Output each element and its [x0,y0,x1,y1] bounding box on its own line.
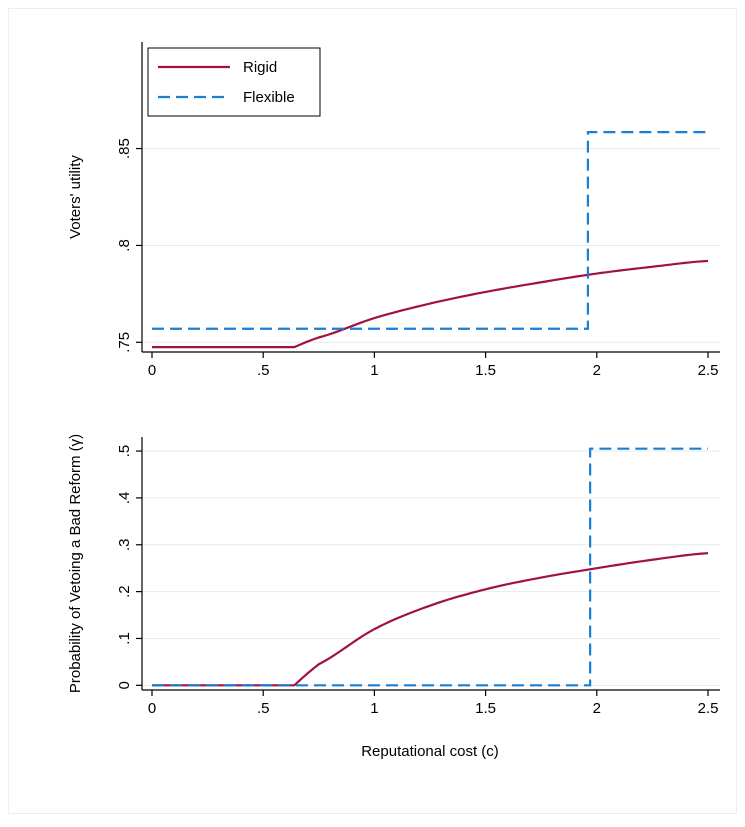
x-tick-label: 2.5 [698,362,719,379]
x-tick-label: .5 [257,700,270,717]
x-tick-label: 2.5 [698,700,719,717]
x-tick-label: .5 [257,362,270,379]
series-line-rigid [152,259,709,349]
y-tick-label: .3 [116,539,133,552]
series-line-rigid [152,552,709,687]
series-line-flexible [152,447,708,687]
chart-panel-1: .75 .8 .85 0 .5 1 1.5 2 2.5 Voters' utility Rigid F… [67,42,720,379]
y-tick-label: .4 [116,492,133,505]
y-tick-label: 0 [116,681,133,689]
y-tick-label: .85 [116,138,133,159]
series-line-flexible [152,130,708,330]
y-axis-title: Probability of Vetoing a Bad Reform (γ) [67,434,84,693]
x-tick-label: 1 [370,700,378,717]
x-tick-label: 1.5 [475,362,496,379]
x-tick-label: 1 [370,362,378,379]
y-axis-title: Voters' utility [67,155,84,239]
legend-label-flexible: Flexible [243,89,295,106]
y-tick-label: .1 [116,632,133,645]
legend-box [147,47,321,117]
x-tick-label: 0 [148,700,156,717]
y-tick-label: .2 [116,585,133,598]
chart-panel-2: 0 .1 .2 .3 .4 .5 0 .5 1 1.5 2 2.5 Probability of Vet… [67,434,720,760]
legend-label-rigid: Rigid [243,59,277,76]
x-tick-label: 1.5 [475,700,496,717]
x-axis-title: Reputational cost (c) [361,743,499,760]
x-tick-label: 2 [593,700,601,717]
y-tick-label: .75 [116,332,133,353]
x-tick-label: 2 [593,362,601,379]
figure-frame [8,8,737,814]
y-tick-label: .5 [116,445,133,458]
legend: Rigid Flexible [147,47,321,117]
x-tick-label: 0 [148,362,156,379]
y-tick-label: .8 [116,239,133,252]
